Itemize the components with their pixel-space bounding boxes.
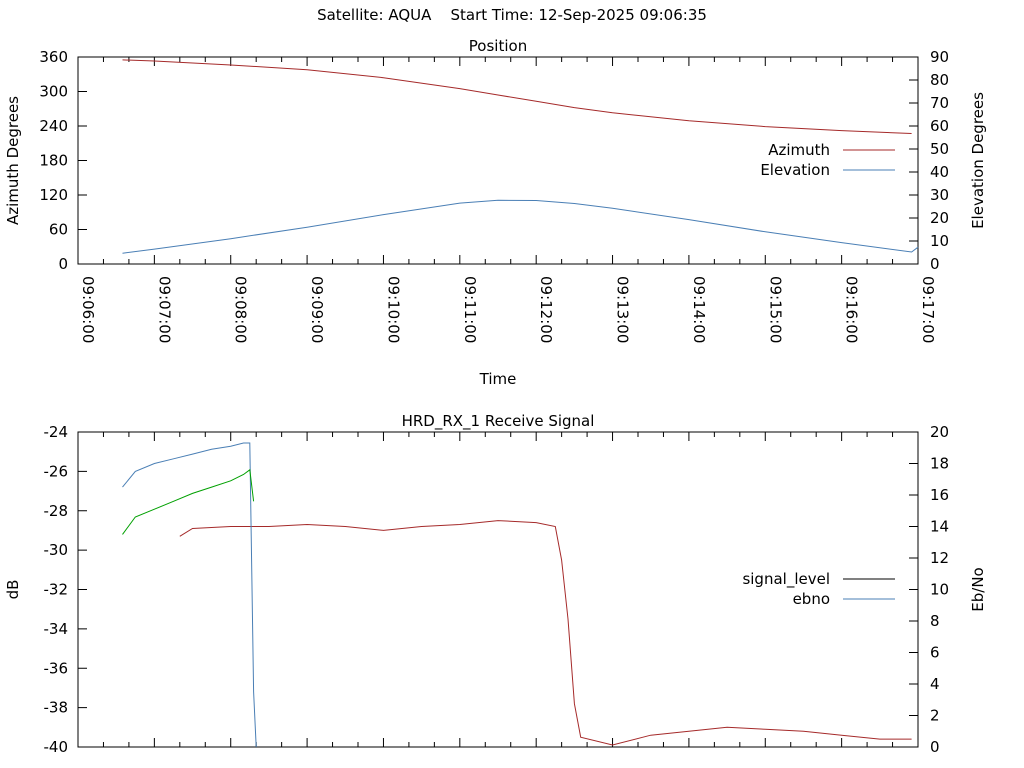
- series-line-signal_level: [179, 520, 912, 746]
- y-tick-label: -32: [44, 581, 69, 599]
- legend-label: Azimuth: [768, 141, 830, 159]
- y2-tick-label: 60: [930, 117, 949, 135]
- y2-tick-label: 90: [930, 48, 949, 66]
- y2-tick-label: 50: [930, 140, 949, 158]
- y2-axis-label: Elevation Degrees: [969, 92, 987, 229]
- y2-tick-label: 0: [930, 255, 940, 273]
- x-tick-label: 09:12:00: [537, 276, 555, 343]
- y-tick-label: -38: [44, 699, 69, 717]
- y2-tick-label: 12: [930, 549, 949, 567]
- x-tick-label: 09:13:00: [614, 276, 632, 343]
- y2-tick-label: 20: [930, 209, 949, 227]
- y-tick-label: 360: [39, 48, 68, 66]
- series-line-Elevation: [122, 199, 919, 254]
- x-tick-label: 09:16:00: [843, 276, 861, 343]
- y-tick-label: -40: [44, 738, 69, 756]
- x-tick-label: 09:07:00: [155, 276, 173, 343]
- series-line-ebno-secondary: [122, 468, 255, 535]
- page-title: Satellite: AQUA Start Time: 12-Sep-2025 …: [317, 6, 707, 24]
- chart-title: Position: [469, 37, 527, 55]
- y2-tick-label: 8: [930, 612, 940, 630]
- receive-signal-chart: HRD_RX_1 Receive Signal -40 -38 -36 -34 -32 -3…: [4, 412, 987, 756]
- series-line-Azimuth: [122, 59, 912, 134]
- y-tick-label: -28: [44, 502, 69, 520]
- y2-tick-label: 80: [930, 71, 949, 89]
- y-tick-label: 300: [39, 83, 68, 101]
- position-chart: Position 09:06:00 09:07:00 09:08:00 09:09:00…: [4, 37, 987, 388]
- y-tick-label: -30: [44, 541, 69, 559]
- y-tick-label: 180: [39, 152, 68, 170]
- x-tick-label: 09:15:00: [766, 276, 784, 343]
- x-tick-label: 09:14:00: [690, 276, 708, 343]
- x-tick-label: 09:10:00: [384, 276, 402, 343]
- x-tick-label: 09:09:00: [308, 276, 326, 343]
- y-tick-label: -36: [44, 659, 69, 677]
- y2-tick-label: 0: [930, 738, 940, 756]
- y-axis-label: Azimuth Degrees: [4, 96, 22, 225]
- legend-label: Elevation: [760, 161, 830, 179]
- series-line-ebno: [122, 442, 257, 748]
- y-tick-label: -34: [44, 620, 69, 638]
- x-tick-label: 09:17:00: [919, 276, 937, 343]
- y-tick-label: 0: [58, 255, 68, 273]
- legend-label: signal_level: [742, 570, 830, 589]
- y2-tick-label: 2: [930, 707, 940, 725]
- y-tick-label: -26: [44, 462, 69, 480]
- y2-tick-label: 40: [930, 163, 949, 181]
- y2-tick-label: 70: [930, 94, 949, 112]
- chart-title: HRD_RX_1 Receive Signal: [402, 412, 595, 431]
- legend-label: ebno: [793, 590, 830, 608]
- x-tick-label: 09:08:00: [232, 276, 250, 343]
- y2-tick-label: 10: [930, 581, 949, 599]
- y2-axis-label: Eb/No: [969, 567, 987, 611]
- x-tick-label: 09:11:00: [461, 276, 479, 343]
- y2-tick-label: 18: [930, 455, 949, 473]
- y-tick-label: 60: [49, 221, 68, 239]
- y-tick-label: -24: [44, 423, 69, 441]
- y2-tick-label: 20: [930, 423, 949, 441]
- y2-tick-label: 30: [930, 186, 949, 204]
- x-tick-label: 09:06:00: [79, 276, 97, 343]
- y2-tick-label: 14: [930, 518, 949, 536]
- y-axis-label: dB: [4, 580, 22, 600]
- y-tick-label: 120: [39, 186, 68, 204]
- y-tick-label: 240: [39, 117, 68, 135]
- x-axis-label: Time: [479, 370, 517, 388]
- y2-tick-label: 6: [930, 644, 940, 662]
- y2-tick-label: 16: [930, 486, 949, 504]
- y2-tick-label: 10: [930, 232, 949, 250]
- y2-tick-label: 4: [930, 675, 940, 693]
